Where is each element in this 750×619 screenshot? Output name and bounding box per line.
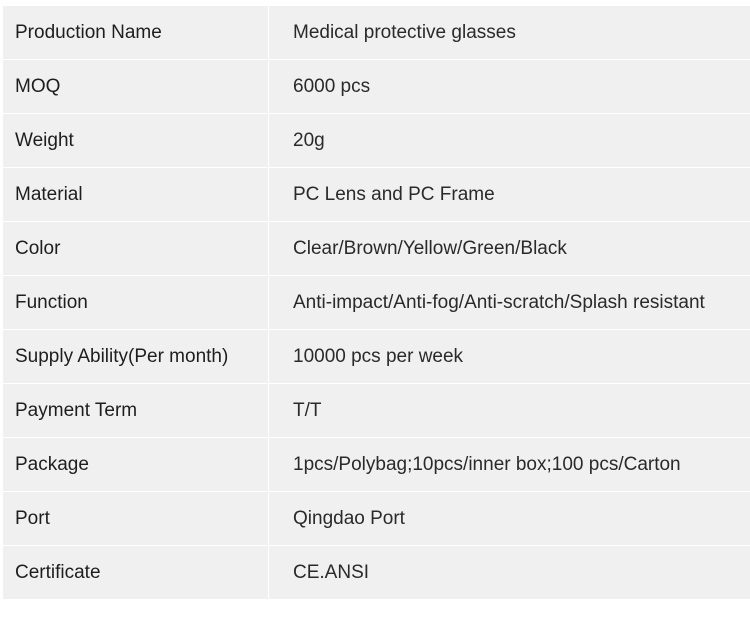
row-value: Clear/Brown/Yellow/Green/Black	[268, 221, 750, 276]
table-row: Material PC Lens and PC Frame	[3, 167, 750, 222]
table-row: Supply Ability(Per month) 10000 pcs per w…	[3, 329, 750, 384]
row-label: Payment Term	[3, 383, 269, 438]
table-row: Payment Term T/T	[3, 383, 750, 438]
table-row: Function Anti-impact/Anti-fog/Anti-scratc…	[3, 275, 750, 330]
row-value: 20g	[268, 113, 750, 168]
row-value: CE.ANSI	[268, 545, 750, 599]
row-value: 1pcs/Polybag;10pcs/inner box;100 pcs/Car…	[268, 437, 750, 492]
row-value: T/T	[268, 383, 750, 438]
row-label: Material	[3, 167, 269, 222]
row-value: 10000 pcs per week	[268, 329, 750, 384]
row-label: Color	[3, 221, 269, 276]
row-label: Certificate	[3, 545, 269, 599]
row-label: MOQ	[3, 59, 269, 114]
table-row: Port Qingdao Port	[3, 491, 750, 546]
row-value: Anti-impact/Anti-fog/Anti-scratch/Splash…	[268, 275, 750, 330]
row-label: Weight	[3, 113, 269, 168]
row-label: Package	[3, 437, 269, 492]
table-row: MOQ 6000 pcs	[3, 59, 750, 114]
row-value: Qingdao Port	[268, 491, 750, 546]
row-label: Production Name	[3, 6, 269, 60]
product-spec-table: Production Name Medical protective glasse…	[3, 6, 750, 599]
table-row: Package 1pcs/Polybag;10pcs/inner box;100 …	[3, 437, 750, 492]
row-value: 6000 pcs	[268, 59, 750, 114]
table-row: Production Name Medical protective glasse…	[3, 6, 750, 60]
table-row: Weight 20g	[3, 113, 750, 168]
row-label: Port	[3, 491, 269, 546]
row-value: Medical protective glasses	[268, 6, 750, 60]
row-label: Supply Ability(Per month)	[3, 329, 269, 384]
row-label: Function	[3, 275, 269, 330]
table-row: Certificate CE.ANSI	[3, 545, 750, 599]
table-row: Color Clear/Brown/Yellow/Green/Black	[3, 221, 750, 276]
row-value: PC Lens and PC Frame	[268, 167, 750, 222]
